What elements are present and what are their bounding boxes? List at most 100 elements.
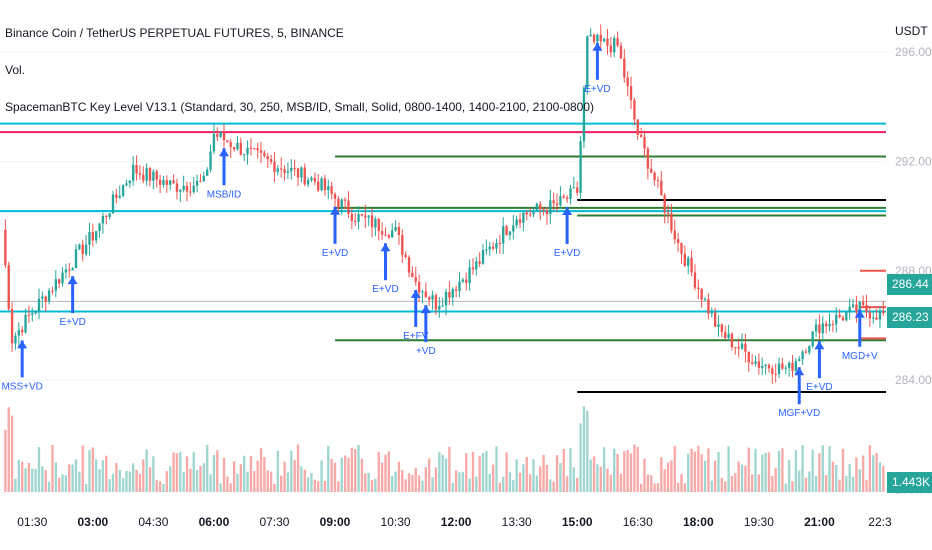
candle-body <box>192 185 195 192</box>
candle-body <box>670 213 673 231</box>
candle-body <box>539 203 542 210</box>
candle-body <box>330 186 333 194</box>
candle-body <box>808 346 811 353</box>
candle-body <box>434 295 438 310</box>
candle-body <box>468 267 471 283</box>
candle-body <box>861 301 865 306</box>
candle-body <box>175 183 179 192</box>
volume-bar <box>878 462 882 492</box>
candle-body <box>693 272 697 288</box>
candle-body <box>158 179 162 185</box>
candle-body <box>697 287 700 290</box>
candle-body <box>838 314 841 318</box>
volume-bar <box>78 471 81 492</box>
time-axis[interactable]: 01:30 03:00 04:30 06:00 07:30 09:00 10:30 12:00… <box>0 506 932 550</box>
volume-bar <box>74 459 78 492</box>
volume-bar <box>562 449 565 492</box>
candle-body <box>34 311 37 314</box>
volume-bar <box>206 444 209 492</box>
volume-bar <box>606 468 609 492</box>
candle-body <box>633 100 636 120</box>
volume-bar <box>370 480 374 492</box>
volume-indicator-label[interactable]: Vol. <box>5 63 26 77</box>
volume-bar <box>717 451 720 492</box>
candle-body <box>552 200 555 204</box>
volume-bar <box>663 469 666 492</box>
volume-bar <box>505 452 508 492</box>
candle-body <box>774 373 777 375</box>
volume-bar <box>653 483 656 492</box>
volume-bar <box>115 462 118 492</box>
candle-body <box>293 167 296 169</box>
volume-bar <box>835 465 838 492</box>
volume-bar <box>841 448 845 492</box>
key-level-indicator-label[interactable]: SpacemanBTC Key Level V13.1 (Standard, 3… <box>5 100 595 114</box>
candle-body <box>465 279 468 283</box>
candle-body <box>273 161 276 172</box>
volume-bar <box>21 461 24 492</box>
candle-body <box>512 225 515 232</box>
symbol-title[interactable]: Binance Coin / TetherUS PERPETUAL FUTURE… <box>5 26 344 40</box>
candle-body <box>444 291 448 306</box>
signal-arrow-head <box>17 340 28 349</box>
candle-body <box>88 231 91 245</box>
volume-bar <box>81 445 84 492</box>
volume-bar <box>226 476 229 492</box>
signal-arrow-head <box>380 243 391 252</box>
volume-bar <box>293 460 296 492</box>
candle-body <box>713 312 717 327</box>
candle-body <box>646 148 650 169</box>
volume-bar <box>861 455 865 492</box>
volume-bar <box>323 480 327 492</box>
candle-body <box>354 220 357 222</box>
candle-body <box>868 312 872 319</box>
candle-body <box>37 298 41 312</box>
volume-bar <box>750 474 754 492</box>
candle-body <box>872 317 875 319</box>
candle-body <box>377 218 380 232</box>
volume-bar <box>111 473 115 492</box>
candle-body <box>121 185 125 196</box>
volume-bar <box>310 472 313 492</box>
volume-bar <box>125 470 128 492</box>
candle-body <box>61 272 64 284</box>
volume-bar <box>821 445 824 492</box>
volume-bar <box>592 456 596 492</box>
volume-bar <box>465 453 468 492</box>
volume-bar <box>555 455 559 492</box>
price-label: 292.00 <box>895 154 932 168</box>
volume-bar <box>64 475 68 492</box>
candle-body <box>798 359 801 362</box>
candle-body <box>522 212 525 223</box>
candle-body <box>734 347 737 349</box>
candle-body <box>27 314 31 316</box>
volume-bar <box>791 481 794 492</box>
volume-bar <box>646 474 650 492</box>
candle-body <box>767 364 771 369</box>
candle-body <box>320 178 323 191</box>
candle-body <box>202 175 206 182</box>
signal-label: E+VD <box>59 317 85 328</box>
volume-bar <box>690 448 693 492</box>
price-label: 296.00 <box>895 45 932 59</box>
volume-bar <box>175 453 179 492</box>
candle-body <box>747 351 750 363</box>
candle-body <box>629 86 633 101</box>
candle-body <box>401 235 404 255</box>
volume-bar <box>693 451 697 492</box>
signal-label: E+VD <box>554 248 580 259</box>
candle-body <box>448 291 451 298</box>
volume-bar <box>337 481 340 492</box>
candle-body <box>831 323 835 325</box>
volume-bar <box>330 458 333 492</box>
candle-body <box>68 269 71 271</box>
volume-bar <box>737 461 740 492</box>
candle-body <box>653 172 656 181</box>
candle-body <box>195 180 199 186</box>
candle-body <box>108 213 111 217</box>
candle-body <box>461 279 465 282</box>
candle-body <box>4 229 7 266</box>
volume-bar <box>609 474 613 492</box>
volume-bar <box>488 473 491 492</box>
